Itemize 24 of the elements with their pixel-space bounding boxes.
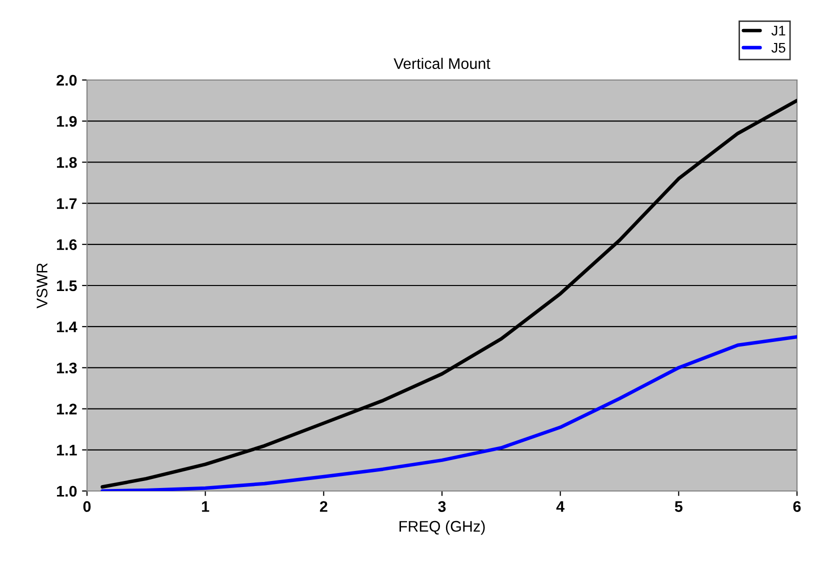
x-tick-label: 0 — [83, 501, 91, 512]
x-tick-label: 4 — [556, 501, 564, 512]
y-tick-label: 1.2 — [57, 404, 77, 414]
y-tick-label: 2.0 — [56, 74, 77, 86]
line-series — [100, 335, 797, 491]
y-tick-label: 1.5 — [57, 280, 77, 292]
y-tick-label: 1.9 — [57, 116, 77, 127]
y-tick-label: 1.6 — [57, 239, 77, 250]
x-tick-label: 6 — [793, 501, 801, 512]
chart-title: Vertical Mount — [394, 58, 490, 70]
y-tick-label: 1.0 — [57, 486, 77, 497]
y-tick-label: 1.1 — [57, 444, 77, 456]
y-axis-title: VSWR — [36, 263, 48, 308]
y-tick-label: 1.8 — [57, 157, 77, 168]
legend-label: J5 — [771, 42, 786, 53]
y-tick-label: 1.4 — [57, 322, 78, 332]
x-tick-label: 3 — [438, 501, 446, 512]
y-tick-label: 1.3 — [57, 362, 77, 374]
x-tick-label: 2 — [320, 501, 328, 512]
x-tick-label: 1 — [202, 501, 210, 512]
x-tick-label: 5 — [674, 501, 682, 512]
x-axis-title: FREQ (GHz) — [400, 520, 485, 535]
y-tick-label: 1.7 — [57, 198, 77, 209]
legend-label: J1 — [771, 26, 786, 36]
